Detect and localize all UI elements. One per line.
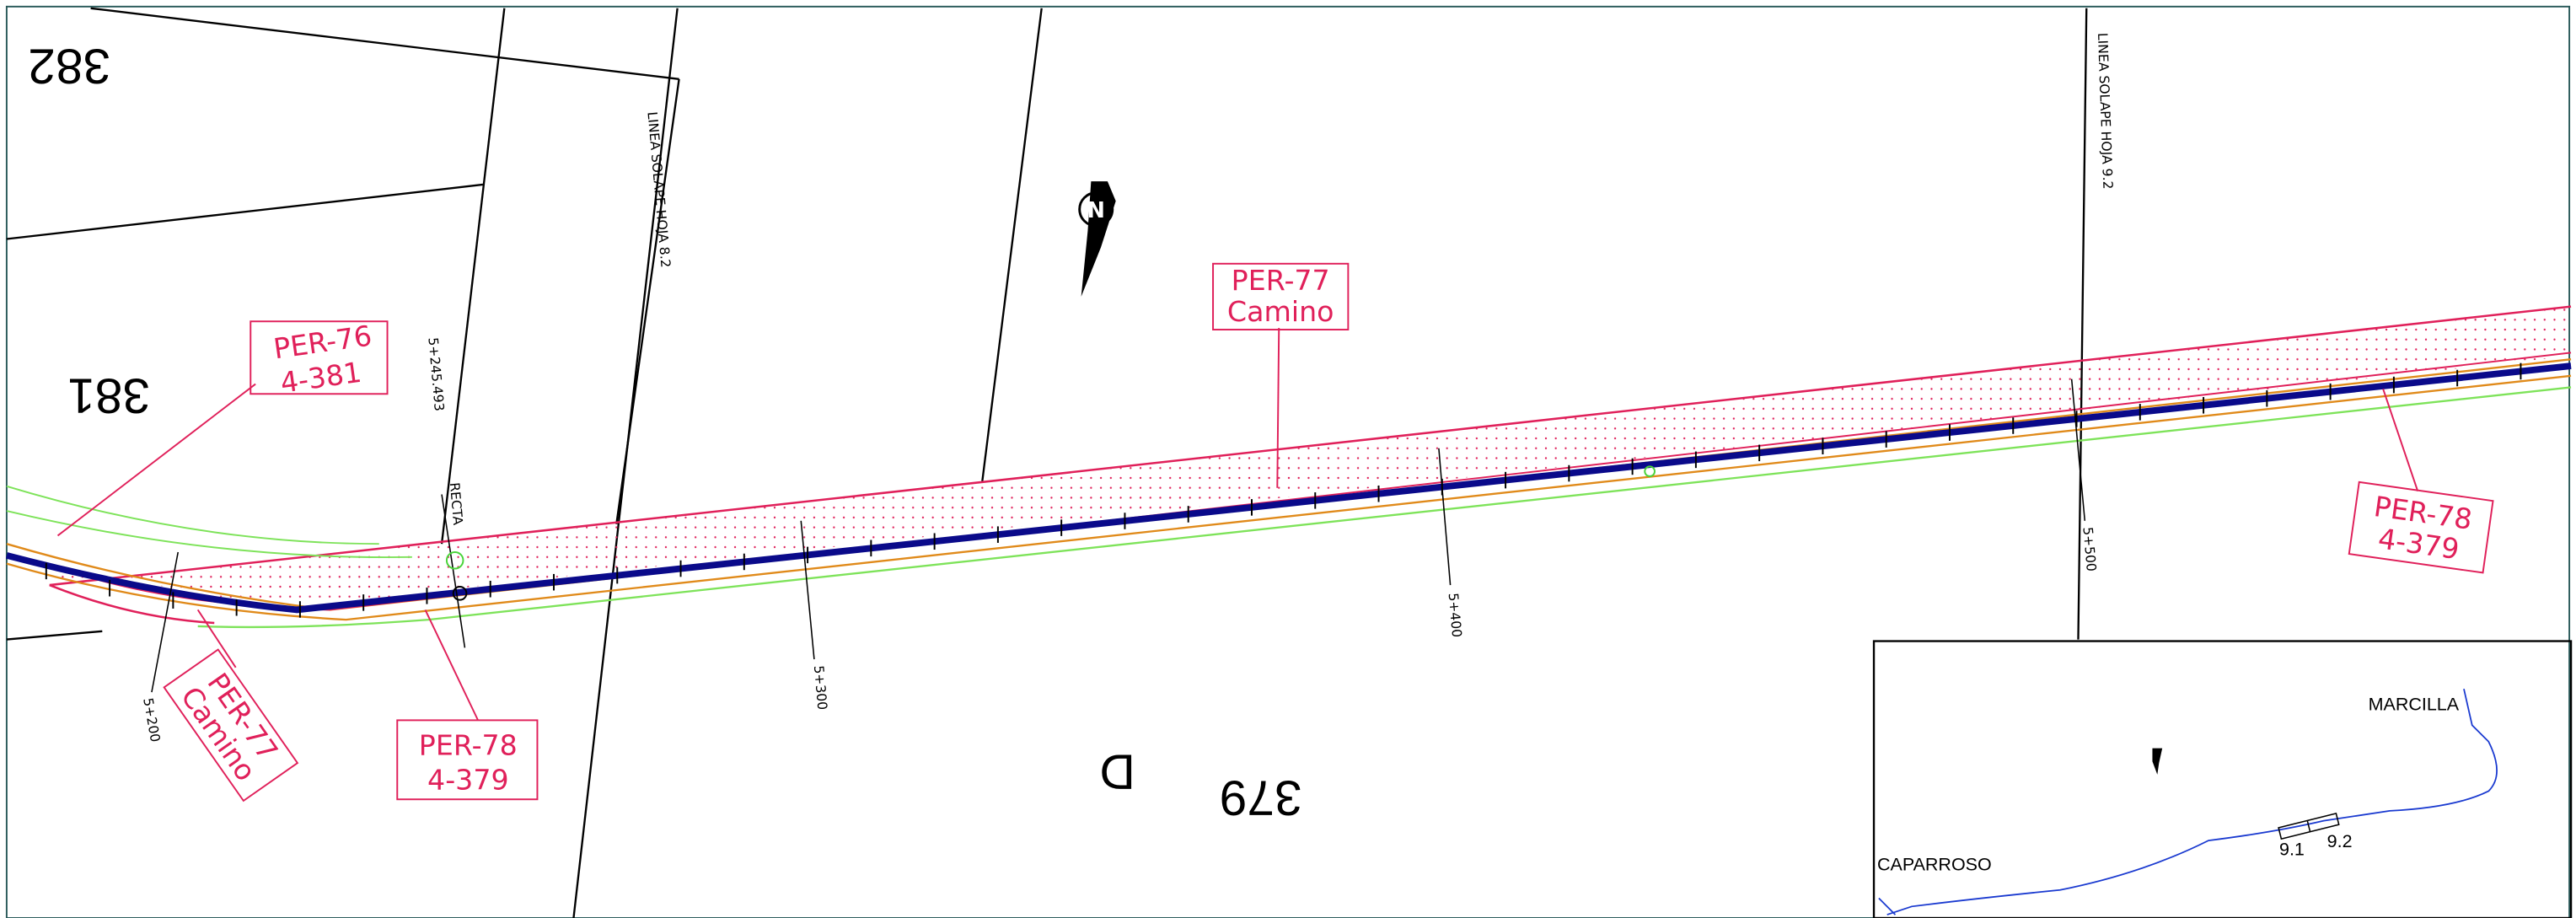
drawing-path xyxy=(7,486,379,544)
parcel-number: 382 xyxy=(28,39,110,94)
drawing-line xyxy=(425,609,478,720)
chainage: 5+245.493 xyxy=(425,336,448,411)
town-label: MARCILLA xyxy=(2369,695,2460,715)
chainage: 5+500 xyxy=(2080,526,2100,572)
drawing-path xyxy=(1887,689,2497,915)
plan-sheet: 382 381 379 D PER-76 4-381 PER-77 Camino… xyxy=(0,0,2576,918)
drawing-rect xyxy=(1874,642,2571,918)
callout-owner: Camino xyxy=(1227,295,1334,328)
drawing-path xyxy=(198,387,2571,626)
north-label: N xyxy=(1087,197,1105,223)
drawing-line xyxy=(982,8,1041,481)
parcel-letter: D xyxy=(1099,744,1135,798)
drawing-line xyxy=(7,631,102,640)
sheet-label: 9.2 xyxy=(2327,831,2353,851)
drawing-line xyxy=(91,8,679,79)
callout-code: PER-77 xyxy=(1232,264,1330,297)
chainage: 5+200 xyxy=(140,696,164,743)
alignment-note: RECTA xyxy=(447,482,466,526)
sheet-label: 9.1 xyxy=(2279,840,2305,860)
drawing-path xyxy=(2152,749,2162,775)
parcel-number: 379 xyxy=(1220,770,1302,825)
drawing-path xyxy=(1879,899,1896,915)
drawing-line xyxy=(7,185,483,239)
drawing-g: PER-78 4-379 xyxy=(2368,490,2474,567)
callout-code: PER-78 xyxy=(419,728,518,761)
overlap-line-label: LINEA SOLAPE HOJA 8.2 xyxy=(644,111,674,269)
parcel-number: 381 xyxy=(67,368,150,423)
drawing-line xyxy=(2307,820,2310,831)
overlap-line-label: LINEA SOLAPE HOJA 9.2 xyxy=(2095,33,2116,190)
callout-owner: 4-379 xyxy=(427,764,509,797)
drawing-g: PER-76 4-381 xyxy=(271,319,378,400)
drawing-path xyxy=(7,511,412,557)
chainage: 5+300 xyxy=(811,665,831,711)
town-label: CAPARROSO xyxy=(1877,854,1992,874)
drawing-line xyxy=(442,8,504,544)
chainage: 5+400 xyxy=(1446,593,1466,638)
